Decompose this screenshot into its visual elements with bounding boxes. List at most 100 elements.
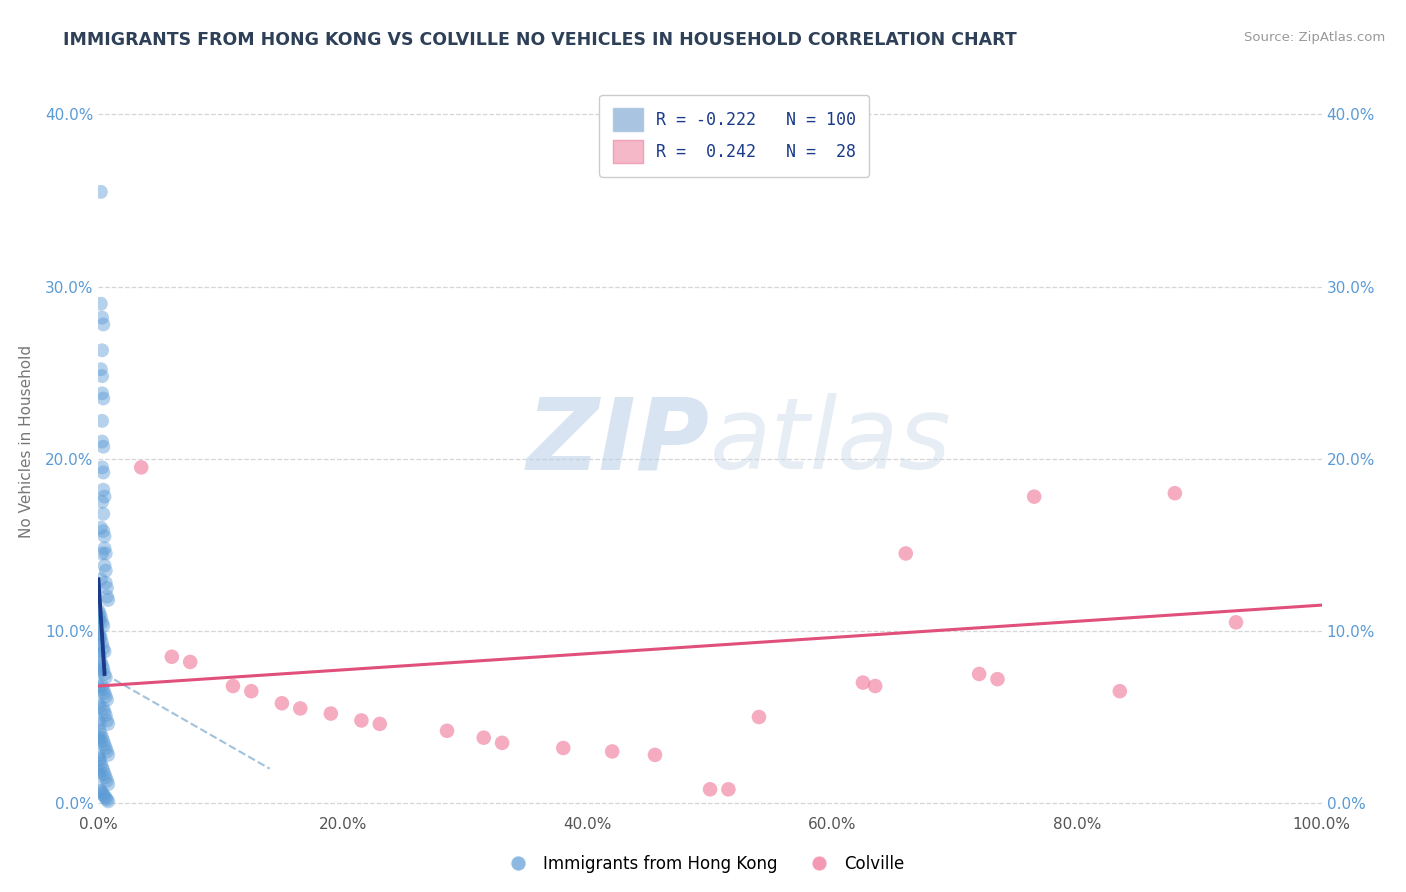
Point — [1225, 615, 1247, 630]
Point — [644, 747, 666, 762]
Point — [129, 460, 152, 475]
Point — [94, 575, 117, 590]
Point — [1108, 684, 1130, 698]
Point — [96, 581, 118, 595]
Point — [1024, 490, 1046, 504]
Point — [93, 541, 115, 556]
Point — [894, 546, 917, 560]
Point — [94, 690, 117, 704]
Text: Source: ZipAtlas.com: Source: ZipAtlas.com — [1244, 31, 1385, 45]
Point — [89, 753, 111, 767]
Point — [986, 672, 1008, 686]
Point — [89, 734, 111, 748]
Point — [93, 558, 115, 573]
Point — [89, 614, 111, 628]
Point — [89, 631, 111, 645]
Text: atlas: atlas — [710, 393, 952, 490]
Point — [91, 701, 114, 715]
Point — [89, 768, 111, 782]
Point — [91, 460, 114, 475]
Point — [94, 741, 117, 756]
Point — [852, 675, 875, 690]
Point — [97, 747, 120, 762]
Point — [90, 521, 112, 535]
Point — [93, 767, 115, 781]
Point — [748, 710, 770, 724]
Point — [967, 667, 990, 681]
Point — [91, 760, 114, 774]
Point — [91, 495, 114, 509]
Legend: R = -0.222   N = 100, R =  0.242   N =  28: R = -0.222 N = 100, R = 0.242 N = 28 — [599, 95, 869, 177]
Point — [89, 717, 111, 731]
Point — [90, 572, 112, 586]
Point — [91, 679, 114, 693]
Y-axis label: No Vehicles in Household: No Vehicles in Household — [18, 345, 34, 538]
Point — [90, 655, 112, 669]
Point — [91, 636, 114, 650]
Point — [91, 414, 114, 428]
Point — [91, 619, 114, 633]
Text: IMMIGRANTS FROM HONG KONG VS COLVILLE NO VEHICLES IN HOUSEHOLD CORRELATION CHART: IMMIGRANTS FROM HONG KONG VS COLVILLE NO… — [63, 31, 1017, 49]
Point — [94, 546, 117, 560]
Point — [87, 765, 110, 780]
Point — [350, 714, 373, 728]
Point — [179, 655, 201, 669]
Point — [600, 744, 623, 758]
Point — [87, 747, 110, 762]
Point — [863, 679, 886, 693]
Point — [91, 318, 114, 332]
Point — [87, 662, 110, 676]
Point — [93, 686, 115, 700]
Point — [91, 343, 114, 358]
Point — [87, 603, 110, 617]
Point — [94, 708, 117, 723]
Point — [87, 696, 110, 710]
Point — [160, 649, 183, 664]
Point — [90, 756, 112, 771]
Point — [89, 665, 111, 680]
Point — [91, 615, 114, 630]
Point — [91, 466, 114, 480]
Point — [90, 297, 112, 311]
Point — [270, 696, 294, 710]
Point — [91, 662, 114, 676]
Point — [91, 434, 114, 449]
Point — [96, 590, 118, 604]
Point — [87, 731, 110, 745]
Point — [97, 794, 120, 808]
Point — [91, 392, 114, 406]
Point — [87, 644, 110, 658]
Point — [91, 386, 114, 401]
Point — [89, 682, 111, 697]
Point — [93, 789, 115, 804]
Text: ZIP: ZIP — [527, 393, 710, 490]
Point — [91, 369, 114, 384]
Point — [97, 593, 120, 607]
Point — [96, 792, 118, 806]
Point — [717, 782, 740, 797]
Point — [96, 714, 118, 728]
Point — [90, 610, 112, 624]
Point — [97, 777, 120, 791]
Point — [87, 679, 110, 693]
Point — [89, 751, 111, 765]
Point — [89, 723, 111, 738]
Point — [91, 483, 114, 497]
Point — [94, 791, 117, 805]
Point — [91, 524, 114, 538]
Point — [93, 738, 115, 752]
Point — [91, 764, 114, 778]
Point — [90, 631, 112, 645]
Point — [89, 699, 111, 714]
Point — [89, 648, 111, 662]
Point — [87, 610, 110, 624]
Point — [91, 786, 114, 800]
Point — [472, 731, 495, 745]
Point — [91, 440, 114, 454]
Point — [87, 714, 110, 728]
Legend: Immigrants from Hong Kong, Colville: Immigrants from Hong Kong, Colville — [495, 848, 911, 880]
Point — [290, 701, 312, 715]
Point — [96, 744, 118, 758]
Point — [91, 658, 114, 673]
Point — [89, 627, 111, 641]
